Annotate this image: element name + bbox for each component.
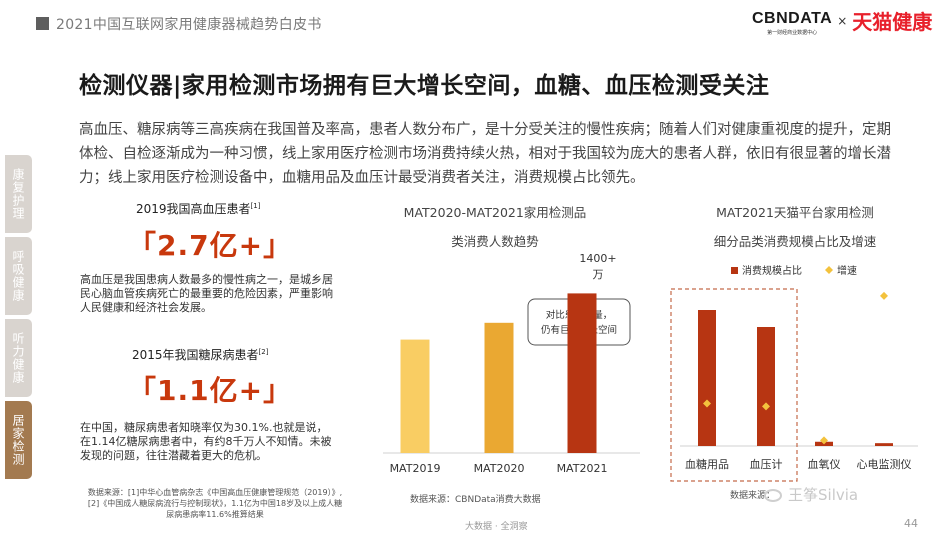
chart1-source: 数据来源：CBNData消费大数据 — [410, 493, 541, 505]
chart1-x-tick-label: MAT2019 — [390, 462, 441, 475]
chart2-x-tick-label: 血压计 — [750, 457, 783, 471]
source-note-left: 数据来源：[1]中华心血管病杂志《中国高血压健康管理规范（2019）》,[2]《… — [87, 488, 343, 519]
cbndata-logo-subtext: 第一财经商业数据中心 — [767, 30, 818, 36]
chart2-source: 数据来源： — [730, 489, 775, 501]
chart1-title: MAT2020-MAT2021家用检测品 类消费人数趋势 — [403, 205, 587, 249]
chart2-legend-swatch-share — [731, 267, 738, 274]
page-number: 44 — [904, 517, 918, 530]
chart2-x-tick-label: 血氧仪 — [808, 457, 841, 471]
header-square-icon — [36, 17, 49, 30]
stat-value-hypertension: 「2.7亿+」 — [128, 229, 293, 262]
side-tab-hearing[interactable]: 听力健康 — [5, 319, 32, 397]
chart1-bar — [567, 293, 597, 453]
chart2-growth-point — [880, 291, 888, 300]
stat-ref: [2] — [258, 348, 269, 356]
chart1-x-tick-label: MAT2020 — [474, 462, 525, 475]
chart1-bar — [400, 339, 430, 453]
side-tab-label: 康复护理 — [11, 168, 25, 220]
chart1-top-label-line1: 1400+ — [579, 252, 616, 265]
chart2-x-tick-label: 血糖用品 — [685, 457, 729, 471]
chart2-legend-label-share: 消费规模占比 — [742, 264, 802, 277]
chart2-share-bar — [757, 327, 775, 446]
chart2-legend-swatch-growth — [825, 266, 833, 274]
chart2-share-bar — [698, 310, 716, 446]
stat-desc-hypertension: 高血压是我国患病人数最多的慢性病之一，是城乡居民心脑血管疾病死亡的最重要的危险因… — [80, 273, 333, 314]
chart2-title: MAT2021天猫平台家用检测 细分品类消费规模占比及增速 — [713, 205, 877, 249]
side-tab-label: 呼吸健康 — [11, 250, 25, 302]
footer-tagline: 大数据 · 全洞察 — [465, 522, 528, 532]
side-tab-respiratory[interactable]: 呼吸健康 — [5, 237, 32, 315]
tmall-health-logo: 天猫健康 — [852, 10, 933, 34]
wechat-icon — [764, 489, 782, 502]
side-tab-rehab[interactable]: 康复护理 — [5, 155, 32, 233]
stat-label-diabetes: 2015年我国糖尿病患者[2] — [132, 348, 269, 362]
chart2-highlight-box — [670, 288, 798, 482]
chart1-consumer-trend: 1400+ 万 对比患者数量， 仍有巨大增长空间 数据来源：CBNData消费大… — [383, 252, 640, 505]
report-title: 2021中国互联网家用健康器械趋势白皮书 — [56, 17, 322, 33]
brand-logos: CBNDATA 第一财经商业数据中心 × 天猫健康 — [752, 10, 932, 36]
chart2-growth-point — [703, 399, 711, 408]
stat-desc-diabetes: 在中国，糖尿病患者知晓率仅为30.1%.也就是说，在1.14亿糖尿病患者中，有约… — [80, 421, 332, 462]
chart2-legend-label-growth: 增速 — [837, 264, 857, 277]
brand-separator: × — [837, 14, 848, 28]
watermark: 王筝Silvia — [764, 484, 858, 505]
stat-label-hypertension: 2019我国高血压患者[1] — [136, 202, 261, 216]
page-title: 检测仪器|家用检测市场拥有巨大增长空间，血糖、血压检测受关注 — [79, 73, 770, 99]
side-tab-label: 居家检测 — [11, 414, 25, 466]
chart1-top-label-line2: 万 — [593, 268, 604, 281]
chart2-growth-point — [762, 402, 770, 411]
chart2-category-share: 数据来源： 血糖用品 血压计 血氧仪 心电监测仪 消费规模占比 增速 — [670, 264, 918, 501]
chart2-share-bar — [875, 443, 893, 446]
chart2-growth-point — [820, 436, 828, 445]
stat-value-diabetes: 「1.1亿+」 — [128, 374, 293, 407]
chart2-x-tick-label: 心电监测仪 — [857, 458, 912, 471]
chart1-x-tick-label: MAT2021 — [557, 462, 608, 475]
intro-paragraph: 高血压、糖尿病等三高疾病在我国普及率高，患者人数分布广，是十分受关注的慢性疾病；… — [79, 122, 891, 186]
cbndata-logo-text: CBNDATA — [752, 10, 833, 27]
stat-ref: [1] — [250, 202, 261, 210]
side-tab-home-testing[interactable]: 居家检测 — [5, 401, 32, 479]
cbndata-logo: CBNDATA 第一财经商业数据中心 — [752, 10, 832, 36]
side-tab-label: 听力健康 — [11, 332, 25, 384]
chart1-bar — [484, 322, 514, 453]
